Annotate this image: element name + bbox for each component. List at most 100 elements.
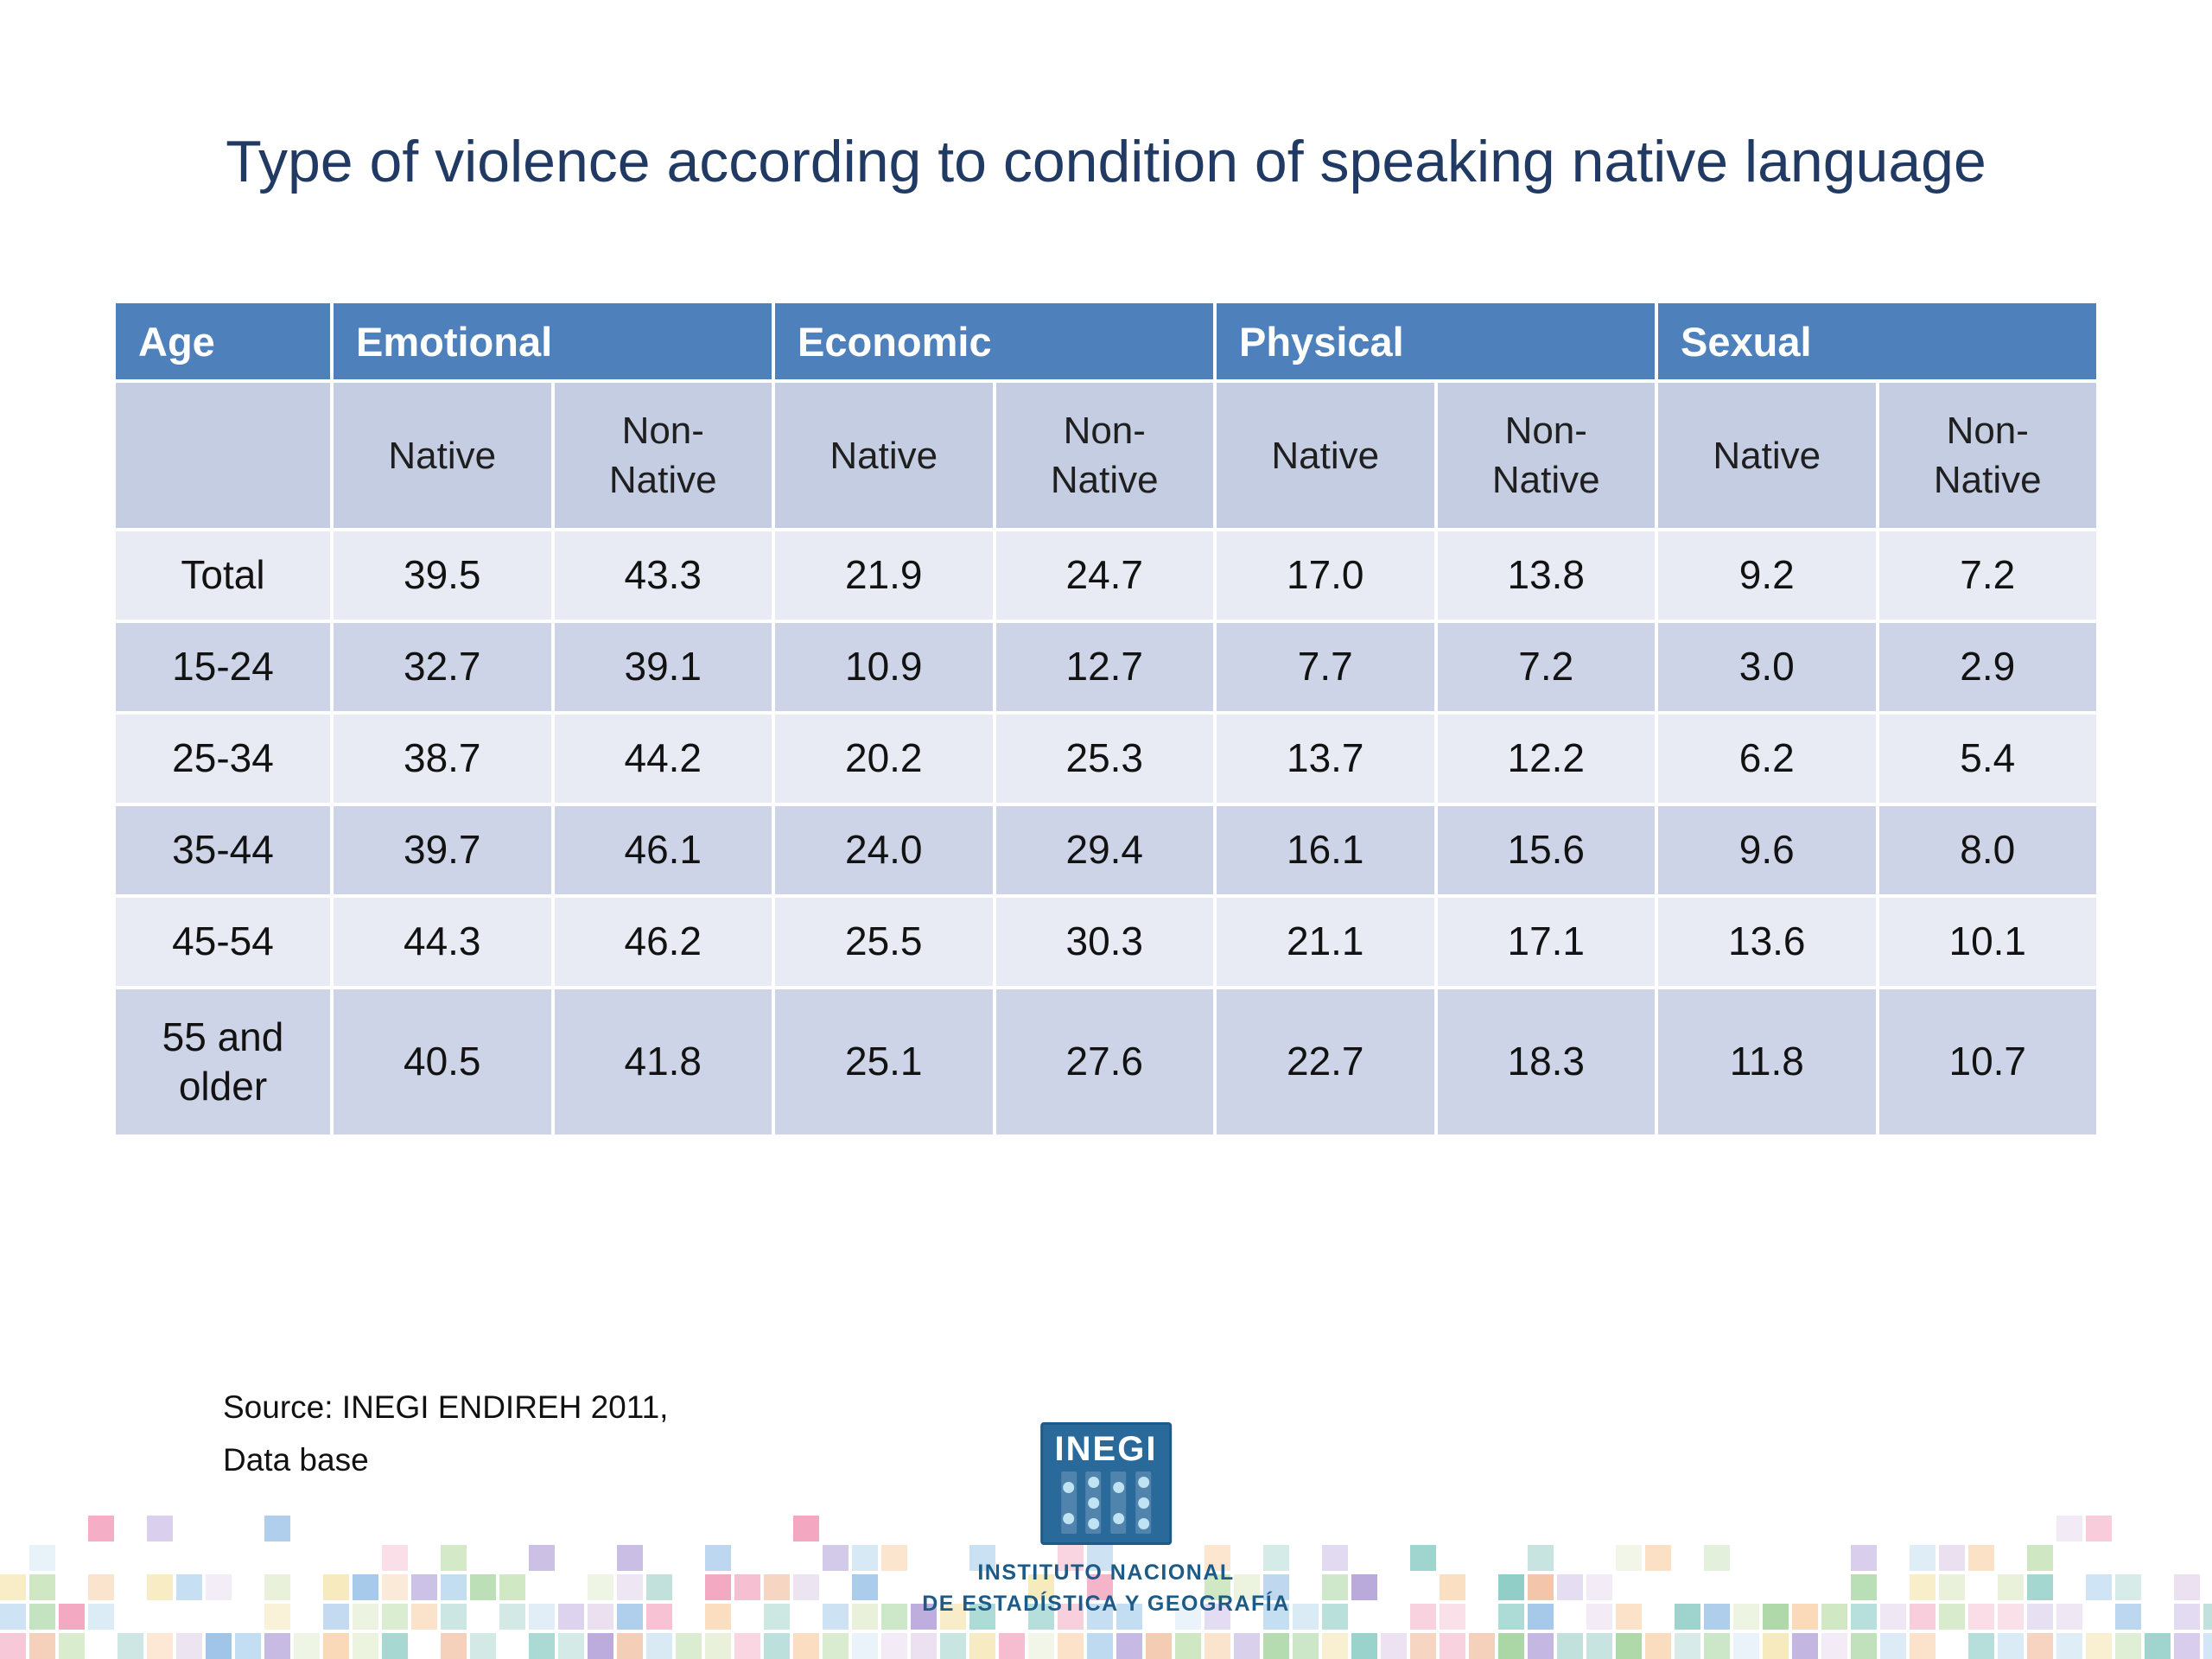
table-cell: 5.4 [1875, 711, 2100, 807]
mosaic-square [118, 1633, 143, 1659]
mosaic-square [1645, 1633, 1671, 1659]
mosaic-square [2174, 1574, 2200, 1600]
mosaic-square [764, 1574, 790, 1600]
header-emotional: Emotional [330, 300, 775, 384]
mosaic-square [969, 1545, 995, 1571]
table-cell: 10.7 [1875, 986, 2100, 1139]
mosaic-square [823, 1604, 849, 1630]
mosaic-square [999, 1633, 1025, 1659]
mosaic-square [1763, 1633, 1789, 1659]
mosaic-square [1939, 1545, 1965, 1571]
abacus-dot [1137, 1497, 1149, 1509]
mosaic-square [852, 1604, 878, 1630]
inegi-logo: INEGI [1040, 1422, 1172, 1545]
mosaic-square [206, 1574, 232, 1600]
mosaic-square [2174, 1633, 2200, 1659]
inegi-abacus-icon [1052, 1471, 1160, 1534]
mosaic-square [264, 1516, 290, 1541]
mosaic-square [1351, 1633, 1377, 1659]
table-cell: 13.7 [1213, 711, 1438, 807]
mosaic-square [1998, 1574, 2024, 1600]
mosaic-square [470, 1574, 496, 1600]
mosaic-square [2056, 1633, 2082, 1659]
table-cell: 12.7 [992, 620, 1217, 715]
table-cell: 46.1 [550, 803, 775, 899]
table-header: Age Emotional Economic Physical Sexual Native… [112, 300, 2100, 532]
table-cell: 7.7 [1213, 620, 1438, 715]
table-cell: 21.1 [1213, 894, 1438, 990]
mosaic-square [1058, 1633, 1084, 1659]
abacus-bar [1135, 1471, 1152, 1534]
mosaic-square [1381, 1633, 1407, 1659]
mosaic-square [1968, 1633, 1994, 1659]
source-note: Source: INEGI ENDIREH 2011, Data base [223, 1381, 668, 1486]
table-cell: 13.8 [1433, 528, 1658, 624]
subheader-native: Native [330, 379, 555, 532]
subheader-native: Native [1213, 379, 1438, 532]
mosaic-square [617, 1574, 643, 1600]
mosaic-square [0, 1574, 26, 1600]
inegi-caption-line2: DE ESTADÍSTICA Y GEOGRAFÍA [922, 1592, 1290, 1617]
mosaic-square [1968, 1604, 1994, 1630]
mosaic-square [617, 1604, 643, 1630]
table-cell: 29.4 [992, 803, 1217, 899]
mosaic-square [1234, 1633, 1260, 1659]
mosaic-square [29, 1545, 55, 1571]
mosaic-square [441, 1574, 467, 1600]
mosaic-square [1146, 1633, 1172, 1659]
mosaic-square [1116, 1633, 1142, 1659]
abacus-dot [1063, 1512, 1075, 1524]
table-cell: 27.6 [992, 986, 1217, 1139]
mosaic-square [2086, 1516, 2112, 1541]
mosaic-square [1557, 1633, 1583, 1659]
mosaic-square [2115, 1633, 2141, 1659]
mosaic-square [823, 1545, 849, 1571]
mosaic-square [764, 1604, 790, 1630]
mosaic-square [2145, 1633, 2171, 1659]
header-economic: Economic [772, 300, 1217, 384]
mosaic-square [1410, 1633, 1436, 1659]
mosaic-square [1851, 1604, 1877, 1630]
mosaic-square [734, 1574, 760, 1600]
table-cell: 25.3 [992, 711, 1217, 807]
row-age-label: 35-44 [112, 803, 334, 899]
mosaic-square [646, 1633, 672, 1659]
table-cell: 16.1 [1213, 803, 1438, 899]
mosaic-square [1763, 1604, 1789, 1630]
mosaic-square [1792, 1604, 1818, 1630]
mosaic-square [852, 1574, 878, 1600]
mosaic-square [588, 1633, 613, 1659]
mosaic-square [499, 1574, 525, 1600]
mosaic-square [1205, 1633, 1230, 1659]
mosaic-square [1704, 1604, 1730, 1630]
mosaic-square [1616, 1604, 1642, 1630]
mosaic-square [29, 1633, 55, 1659]
table-cell: 25.1 [772, 986, 996, 1139]
mosaic-square [2056, 1604, 2082, 1630]
inegi-logo-text: INEGI [1054, 1430, 1158, 1468]
table-cell: 2.9 [1875, 620, 2100, 715]
mosaic-square [705, 1604, 731, 1630]
mosaic-square [1322, 1545, 1348, 1571]
mosaic-square [2027, 1545, 2053, 1571]
mosaic-square [2203, 1633, 2212, 1659]
table-row: 35-44 39.7 46.1 24.0 29.4 16.1 15.6 9.6 8.0 [112, 803, 2100, 899]
table-cell: 38.7 [330, 711, 555, 807]
mosaic-square [411, 1574, 437, 1600]
table-cell: 13.6 [1655, 894, 1879, 990]
table-cell: 32.7 [330, 620, 555, 715]
mosaic-square [529, 1633, 555, 1659]
mosaic-square [852, 1545, 878, 1571]
mosaic-square [382, 1545, 408, 1571]
mosaic-square [1205, 1604, 1230, 1630]
subheader-native: Native [1655, 379, 1879, 532]
mosaic-square [1910, 1574, 1936, 1600]
mosaic-square [1028, 1574, 1054, 1600]
table-row: 25-34 38.7 44.2 20.2 25.3 13.7 12.2 6.2 5.4 [112, 711, 2100, 807]
mosaic-square [1498, 1574, 1524, 1600]
mosaic-square [2086, 1574, 2112, 1600]
mosaic-square [2027, 1574, 2053, 1600]
mosaic-square [1821, 1604, 1847, 1630]
mosaic-square [1322, 1574, 1348, 1600]
